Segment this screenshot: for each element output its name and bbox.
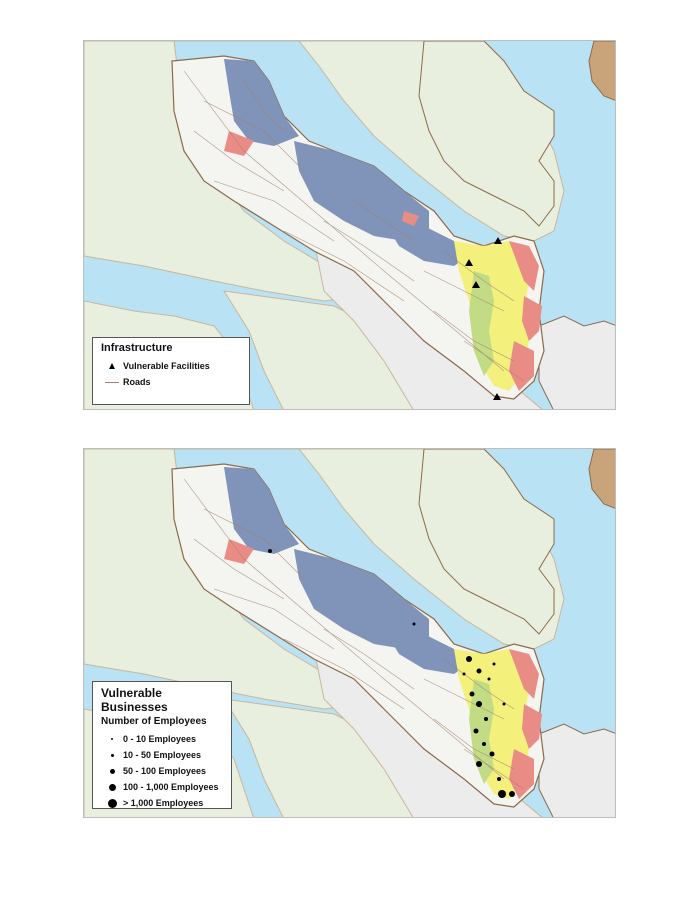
high-vulnerability-zone-1 — [509, 241, 539, 291]
dot-xlarge-icon — [101, 798, 123, 808]
business-marker — [268, 549, 272, 553]
dot-large-icon — [101, 783, 123, 791]
business-marker — [502, 702, 506, 706]
low-vulnerability-zone-3 — [384, 629, 469, 674]
roads — [183, 70, 525, 382]
business-marker — [484, 717, 488, 721]
brown-island — [588, 41, 615, 101]
high-vulnerability-zone-5 — [402, 211, 419, 226]
vulnerable-facilities — [465, 237, 502, 400]
north-east-land — [418, 41, 555, 227]
legend-title: Vulnerable Businesses — [101, 686, 168, 714]
business-markers — [268, 549, 515, 798]
dot-tiny-icon — [101, 738, 123, 740]
legend-item-facilities: Vulnerable Facilities — [101, 358, 241, 374]
midhigh-vulnerability-zone — [469, 679, 494, 784]
business-marker — [412, 622, 416, 626]
business-marker — [466, 656, 472, 662]
high-vulnerability-zone-1 — [509, 649, 539, 699]
low-vulnerability-zone-1 — [224, 59, 299, 146]
midhigh-vulnerability-zone — [469, 271, 494, 376]
legend-item-100-1000: 100 - 1,000 Employees — [101, 779, 223, 795]
business-marker — [473, 728, 479, 734]
high-vulnerability-zone-2 — [522, 296, 542, 341]
legend-label: 50 - 100 Employees — [123, 766, 207, 776]
legend-item-over-1000: > 1,000 Employees — [101, 795, 223, 811]
business-marker — [489, 751, 495, 757]
infrastructure-map-canvas — [84, 41, 615, 409]
business-marker — [487, 677, 491, 681]
brown-island — [588, 449, 615, 509]
facility-marker — [493, 393, 501, 400]
legend-item-0-10: 0 - 10 Employees — [101, 731, 223, 747]
high-vulnerability-zone-2 — [522, 704, 542, 749]
dot-medium-icon — [101, 768, 123, 774]
business-marker — [497, 777, 501, 781]
business-marker — [509, 791, 515, 797]
business-marker — [476, 701, 482, 707]
business-marker — [476, 668, 482, 674]
legend-label: > 1,000 Employees — [123, 798, 204, 808]
triangle-icon — [101, 363, 123, 369]
business-marker — [469, 691, 475, 697]
facility-marker — [472, 281, 480, 288]
businesses-legend: Vulnerable Businesses Number of Employee… — [92, 681, 232, 809]
north-east-land — [418, 449, 555, 635]
east-peninsula-land — [538, 315, 615, 409]
infrastructure-map: Infrastructure Vulnerable Facilities Roa… — [83, 40, 616, 410]
legend-subtitle: Number of Employees — [101, 716, 207, 727]
businesses-map: Vulnerable Businesses Number of Employee… — [83, 448, 616, 818]
legend-label: 10 - 50 Employees — [123, 750, 202, 760]
business-marker — [482, 742, 486, 746]
high-vulnerability-zone-3 — [509, 341, 534, 391]
legend-label: Vulnerable Facilities — [123, 361, 210, 371]
legend-item-50-100: 50 - 100 Employees — [101, 763, 223, 779]
legend-label: 0 - 10 Employees — [123, 734, 197, 744]
high-vulnerability-zone-3 — [509, 749, 534, 799]
high-vulnerability-zone-4 — [224, 131, 254, 156]
east-peninsula-land — [538, 723, 615, 817]
business-marker — [492, 662, 496, 666]
low-vulnerability-zone-3 — [384, 221, 469, 266]
infrastructure-legend: Infrastructure Vulnerable Facilities Roa… — [92, 337, 250, 405]
roads — [183, 478, 525, 790]
facility-marker — [494, 237, 502, 244]
dot-small-icon — [101, 753, 123, 757]
legend-label: Roads — [123, 377, 151, 387]
legend-title: Infrastructure — [101, 342, 173, 354]
low-vulnerability-zone-2 — [294, 549, 429, 649]
business-marker — [498, 790, 506, 798]
legend-label: 100 - 1,000 Employees — [123, 782, 219, 792]
legend-item-10-50: 10 - 50 Employees — [101, 747, 223, 763]
business-marker — [476, 761, 482, 767]
business-marker — [462, 672, 466, 676]
high-vulnerability-zone-4 — [224, 539, 254, 564]
low-vulnerability-zone-1 — [224, 467, 299, 554]
low-vulnerability-zone-2 — [294, 141, 429, 241]
road-line-icon — [101, 381, 123, 383]
legend-item-roads: Roads — [101, 374, 241, 390]
facility-marker — [465, 259, 473, 266]
